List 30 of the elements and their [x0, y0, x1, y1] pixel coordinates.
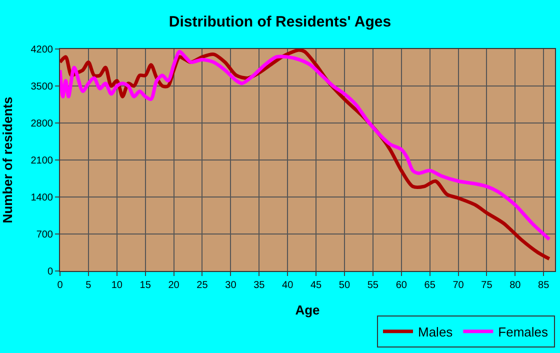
- y-axis-title: Number of residents: [0, 96, 15, 224]
- x-tick-label: 65: [424, 280, 436, 291]
- y-tick-label: 2100: [30, 156, 54, 166]
- y-tick-label: 4200: [30, 44, 54, 56]
- x-tick-label: 30: [225, 280, 237, 291]
- x-tick-label: 55: [367, 280, 379, 291]
- x-tick-label: 20: [168, 280, 180, 291]
- x-tick-label: 40: [282, 280, 294, 291]
- x-tick-label: 45: [310, 280, 322, 291]
- chart-title: Distribution of Residents' Ages: [168, 13, 392, 30]
- x-tick-label: 25: [196, 280, 208, 291]
- legend-label: Females: [498, 324, 549, 340]
- x-tick-label: 0: [57, 280, 64, 291]
- y-tick-label: 3500: [30, 82, 54, 92]
- x-tick-label: 60: [396, 280, 408, 291]
- x-tick-label: 35: [254, 280, 266, 291]
- x-tick-label: 70: [452, 280, 464, 291]
- x-tick-label: 50: [338, 280, 350, 291]
- y-tick-label: 2800: [30, 118, 54, 130]
- legend-label: Males: [418, 324, 454, 340]
- y-tick-label: 0: [47, 266, 54, 278]
- x-axis-title: Age: [295, 302, 320, 318]
- x-tick-label: 10: [111, 280, 123, 291]
- x-tick-label: 5: [86, 280, 92, 291]
- x-tick-label: 75: [481, 280, 493, 291]
- x-tick-label: 85: [538, 280, 550, 291]
- x-tick-label: 80: [510, 280, 522, 291]
- y-tick-label: 700: [36, 230, 54, 240]
- x-tick-label: 15: [140, 280, 152, 291]
- y-tick-label: 1400: [30, 192, 54, 204]
